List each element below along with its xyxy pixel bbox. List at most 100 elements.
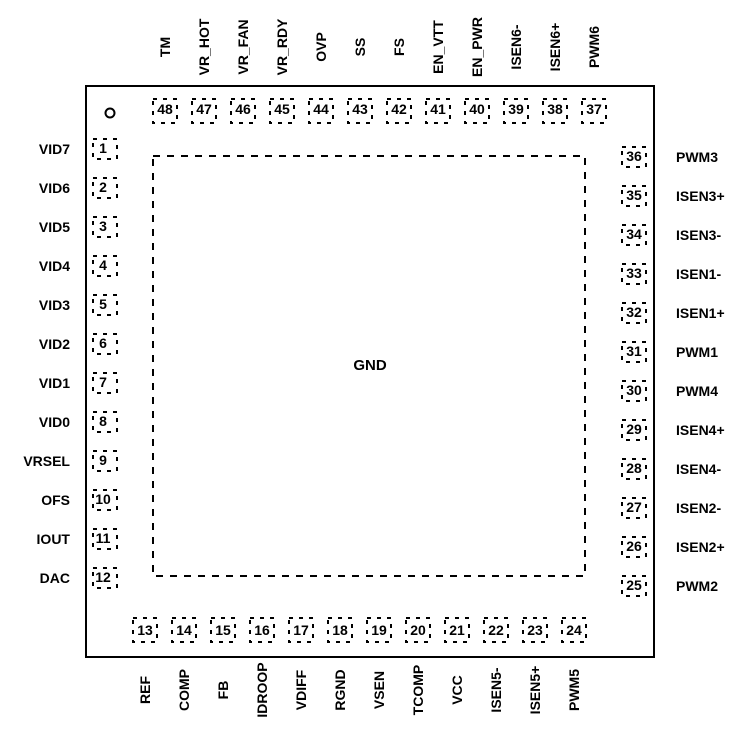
pin-name: ISEN5- [486, 645, 506, 735]
pin-pad [522, 617, 548, 643]
pin-number: 21 [449, 622, 465, 638]
pin-name: ISEN1- [676, 266, 722, 282]
pin-name: FB [213, 645, 233, 735]
exposed-pad [152, 155, 586, 577]
pin-name: PWM6 [584, 2, 604, 92]
pin-number: 11 [95, 530, 111, 546]
pin-pad [92, 255, 118, 277]
pin-name: PWM3 [676, 149, 718, 165]
pin-name: VID0 [38, 414, 70, 430]
pin-name-text: EN_PWR [469, 17, 485, 77]
pin-number: 45 [274, 101, 290, 117]
pin-pad [249, 617, 275, 643]
pin-name-text: VSEN [371, 670, 387, 710]
pin-name: VID7 [38, 141, 70, 157]
pin-name: VDIFF [291, 645, 311, 735]
pin-pad [621, 146, 647, 168]
pin-name: VID3 [38, 297, 70, 313]
pin-name: PWM4 [676, 383, 718, 399]
pin-name-text: ISEN6- [508, 24, 524, 70]
pin-name-text: EN_VTT [430, 20, 446, 74]
pin-pad [92, 411, 118, 433]
pin-name: VR_HOT [194, 2, 214, 92]
pin-name: DAC [39, 570, 70, 586]
pin-name: VRSEL [23, 453, 70, 469]
pin-number: 9 [99, 452, 107, 468]
pin-name-text: OVP [313, 32, 329, 62]
pin-name: VCC [447, 645, 467, 735]
pin-pad [444, 617, 470, 643]
pin-pad [621, 341, 647, 363]
pin-name: FS [389, 2, 409, 92]
pin-number: 36 [626, 148, 642, 164]
pin-number: 4 [99, 257, 107, 273]
pin-pad [92, 372, 118, 394]
pin-name: IOUT [36, 531, 70, 547]
pin-pad [327, 617, 353, 643]
pin-pad [425, 98, 451, 124]
pin-name-text: ISEN5- [488, 667, 504, 713]
pin-pad [464, 98, 490, 124]
pin-pad [542, 98, 568, 124]
pin-name-text: VR_RDY [274, 18, 290, 76]
pin-pad [92, 216, 118, 238]
pin-pad [92, 489, 118, 511]
pin-number: 23 [527, 622, 543, 638]
pin-name: VID4 [38, 258, 70, 274]
pin-number: 42 [391, 101, 407, 117]
pin-name: PWM5 [564, 645, 584, 735]
pin-pad [308, 98, 334, 124]
pin-number: 10 [95, 491, 111, 507]
pin-name: ISEN3- [676, 227, 722, 243]
pin-name-text: VR_FAN [235, 19, 251, 75]
pin-name-text: FS [391, 38, 407, 56]
pin-name-text: TCOMP [410, 664, 426, 716]
pin-name: VID6 [38, 180, 70, 196]
pin-name: EN_VTT [428, 2, 448, 92]
pin-number: 16 [254, 622, 270, 638]
pin-name: ISEN2+ [676, 539, 725, 555]
pin-name: VR_FAN [233, 2, 253, 92]
pin-pad [347, 98, 373, 124]
pin-pad [483, 617, 509, 643]
pin-number: 41 [430, 101, 446, 117]
pin-pad [269, 98, 295, 124]
pin-pad [621, 185, 647, 207]
pin-number: 22 [488, 622, 504, 638]
pin-name-text: SS [352, 37, 368, 57]
pin-pad [152, 98, 178, 124]
pin-number: 27 [626, 499, 642, 515]
pin-number: 32 [626, 304, 642, 320]
pin-number: 25 [626, 577, 642, 593]
pin-pad [92, 528, 118, 550]
pin-name: ISEN3+ [676, 188, 725, 204]
pin-name: PWM2 [676, 578, 718, 594]
pin-number: 30 [626, 382, 642, 398]
pin-number: 18 [332, 622, 348, 638]
pin-name: SS [350, 2, 370, 92]
pin-name: OVP [311, 2, 331, 92]
pin-name: OFS [41, 492, 70, 508]
pin-number: 31 [626, 343, 642, 359]
pin-number: 34 [626, 226, 642, 242]
pin-pad [621, 458, 647, 480]
pin-pad [621, 497, 647, 519]
pin-name: ISEN5+ [525, 645, 545, 735]
pin-number: 8 [99, 413, 107, 429]
pin-number: 3 [99, 218, 107, 234]
pin-number: 2 [99, 179, 107, 195]
pin-number: 17 [293, 622, 309, 638]
pin-number: 14 [176, 622, 192, 638]
pin-name: REF [135, 645, 155, 735]
pin-name: VR_RDY [272, 2, 292, 92]
pin1-marker-icon [104, 107, 116, 119]
pin-number: 20 [410, 622, 426, 638]
center-label: GND [353, 357, 387, 374]
pin-name: VID5 [38, 219, 70, 235]
pin-number: 35 [626, 187, 642, 203]
pin-name: VID2 [38, 336, 70, 352]
pin-name: ISEN4- [676, 461, 722, 477]
pin-pad [621, 380, 647, 402]
pin-name: EN_PWR [467, 2, 487, 92]
